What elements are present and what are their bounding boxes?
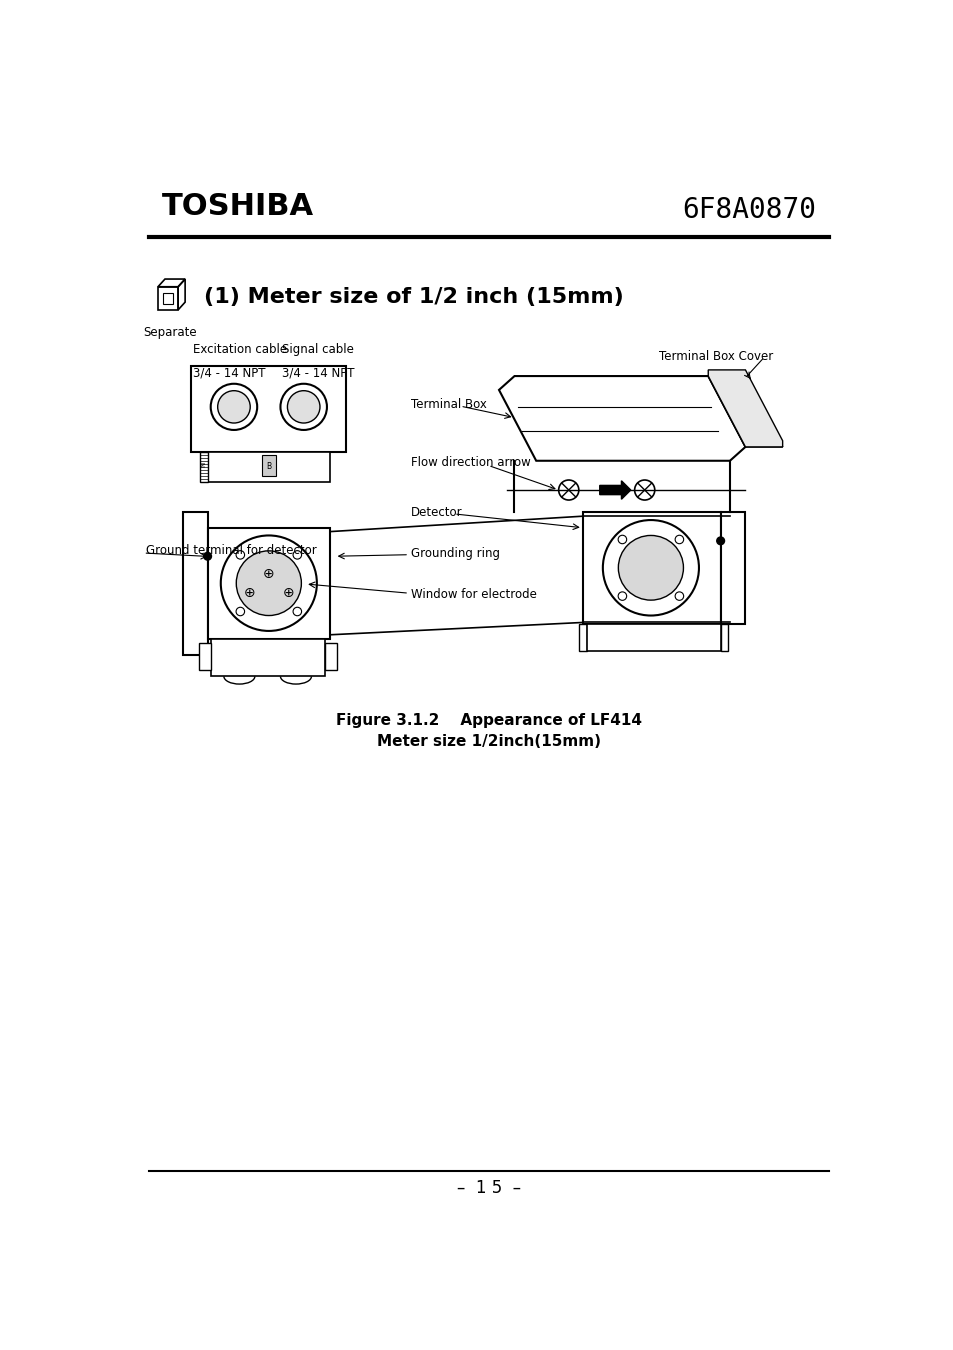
Text: Detector: Detector: [410, 506, 462, 518]
Text: Meter size 1/2inch(15mm): Meter size 1/2inch(15mm): [376, 733, 600, 748]
Bar: [208, 528, 330, 640]
Bar: [183, 513, 208, 655]
Text: –  1 5  –: – 1 5 –: [456, 1180, 520, 1197]
Bar: [586, 624, 720, 651]
Circle shape: [293, 608, 301, 616]
Polygon shape: [707, 377, 781, 447]
Circle shape: [602, 520, 699, 616]
Text: Separate: Separate: [143, 325, 196, 339]
Polygon shape: [707, 370, 781, 447]
Circle shape: [558, 481, 578, 500]
Text: Flow direction arrow: Flow direction arrow: [410, 456, 530, 468]
Bar: [206, 452, 330, 482]
Circle shape: [618, 591, 626, 601]
Text: Figure 3.1.2    Appearance of LF414: Figure 3.1.2 Appearance of LF414: [335, 713, 641, 728]
Circle shape: [204, 552, 212, 560]
Text: ⊕: ⊕: [263, 567, 274, 580]
Text: Excitation cable: Excitation cable: [193, 343, 287, 356]
Circle shape: [236, 551, 301, 616]
Bar: [720, 513, 744, 624]
Text: 3/4 - 14 NPT: 3/4 - 14 NPT: [193, 366, 265, 379]
Circle shape: [618, 535, 626, 544]
Text: Window for electrode: Window for electrode: [410, 589, 536, 601]
Circle shape: [235, 551, 244, 559]
Text: (1) Meter size of 1/2 inch (15mm): (1) Meter size of 1/2 inch (15mm): [204, 286, 623, 306]
Bar: [199, 643, 211, 670]
Circle shape: [634, 481, 654, 500]
Circle shape: [618, 536, 682, 601]
Bar: [325, 643, 336, 670]
Text: Signal cable: Signal cable: [282, 343, 354, 356]
Text: Terminal Box Cover: Terminal Box Cover: [658, 350, 772, 363]
Bar: [211, 640, 325, 676]
Bar: [720, 624, 728, 651]
Text: ⊕: ⊕: [243, 586, 255, 601]
Bar: [191, 366, 345, 452]
Text: Ground terminal for detector: Ground terminal for detector: [146, 544, 316, 558]
Circle shape: [280, 383, 327, 429]
Text: Grounding ring: Grounding ring: [410, 547, 499, 560]
Circle shape: [211, 383, 257, 429]
Circle shape: [220, 536, 316, 630]
Circle shape: [293, 551, 301, 559]
Circle shape: [235, 608, 244, 616]
Text: ⊕: ⊕: [282, 586, 294, 601]
Polygon shape: [599, 481, 630, 500]
Text: TOSHIBA: TOSHIBA: [162, 192, 314, 221]
Bar: [199, 452, 208, 482]
Text: 6F8A0870: 6F8A0870: [682, 196, 816, 224]
Text: 3/4 - 14 NPT: 3/4 - 14 NPT: [282, 366, 355, 379]
Circle shape: [217, 390, 250, 423]
Text: B: B: [266, 462, 271, 471]
Circle shape: [287, 390, 319, 423]
Bar: [582, 513, 720, 624]
Text: N: N: [200, 462, 207, 467]
Circle shape: [716, 537, 723, 544]
Bar: [261, 455, 275, 477]
Text: Terminal Box: Terminal Box: [410, 398, 486, 410]
Circle shape: [675, 535, 683, 544]
Circle shape: [675, 591, 683, 601]
Polygon shape: [498, 377, 744, 460]
Bar: [578, 624, 586, 651]
